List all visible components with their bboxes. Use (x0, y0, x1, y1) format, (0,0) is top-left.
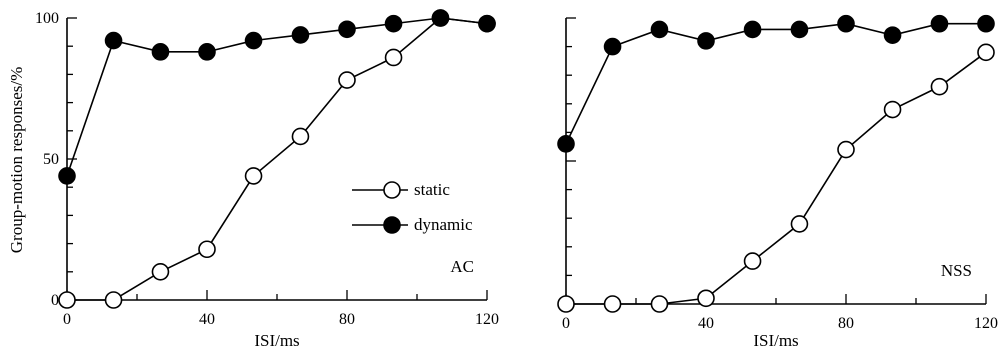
x-axis-title: ISI/ms (254, 331, 299, 350)
x-tick-label: 80 (339, 311, 355, 328)
data-point-static (384, 48, 403, 67)
data-point-static (198, 240, 216, 259)
data-point-static (697, 289, 715, 308)
data-point-dynamic (930, 14, 949, 33)
data-point-dynamic (977, 14, 995, 33)
series-line (566, 51, 987, 305)
data-point-dynamic (58, 167, 76, 185)
data-point-static (603, 295, 622, 313)
data-point-dynamic (603, 37, 622, 56)
panel-ac: 0 50 100 0 40 80 120 ISI/ms AC static dynamic (35, 9, 499, 350)
data-point-dynamic (431, 9, 450, 27)
series-static (557, 43, 995, 313)
x-tick-label: 120 (475, 311, 499, 328)
panel-label: AC (450, 257, 474, 276)
y-tick-label: 100 (35, 10, 59, 27)
x-tick-label: 120 (974, 315, 998, 332)
data-point-static (790, 215, 809, 233)
data-point-static (58, 291, 76, 309)
data-point-static (930, 77, 949, 96)
data-point-dynamic (557, 135, 575, 153)
data-point-dynamic (883, 26, 902, 44)
data-point-static (743, 252, 762, 270)
legend-marker (383, 181, 401, 199)
data-point-static (291, 127, 310, 146)
data-point-dynamic (151, 43, 170, 61)
series-static (58, 9, 496, 309)
series-line (66, 17, 488, 177)
data-point-dynamic (244, 31, 263, 50)
y-tick-label: 0 (51, 292, 59, 309)
legend: static dynamic (352, 180, 473, 234)
legend-label: dynamic (414, 215, 473, 234)
data-point-static (338, 71, 356, 89)
panel-label: NSS (941, 261, 972, 280)
data-point-dynamic (650, 20, 669, 39)
x-tick-label: 40 (199, 311, 215, 328)
legend-marker (383, 216, 401, 234)
data-point-dynamic (198, 43, 216, 61)
data-point-dynamic (291, 26, 310, 44)
y-tick-label: 50 (43, 151, 59, 168)
x-tick-label: 40 (698, 315, 714, 332)
x-axis-title: ISI/ms (753, 331, 798, 350)
data-point-static (244, 167, 263, 185)
data-point-dynamic (790, 20, 809, 39)
series-dynamic (557, 14, 995, 153)
data-point-dynamic (384, 14, 403, 33)
data-point-static (557, 295, 575, 313)
series-line (67, 17, 488, 301)
data-point-static (837, 140, 855, 159)
data-point-dynamic (478, 14, 496, 33)
x-tick-label: 0 (562, 315, 570, 332)
series-line (565, 22, 986, 145)
data-point-dynamic (743, 20, 762, 39)
data-point-static (977, 43, 995, 62)
data-point-static (883, 100, 902, 119)
y-axis-title: Group-motion responses/% (7, 67, 26, 254)
legend-label: static (414, 180, 450, 199)
data-point-dynamic (837, 14, 855, 33)
x-tick-label: 0 (63, 311, 71, 328)
panel-nss: 0 40 80 120 ISI/ms NSS (557, 14, 998, 350)
data-point-dynamic (338, 20, 356, 39)
data-point-dynamic (697, 32, 715, 50)
x-tick-label: 80 (838, 315, 854, 332)
series-dynamic (58, 9, 496, 185)
data-point-static (104, 291, 123, 309)
data-point-dynamic (104, 31, 123, 50)
data-point-static (151, 262, 170, 281)
data-point-static (650, 295, 669, 313)
